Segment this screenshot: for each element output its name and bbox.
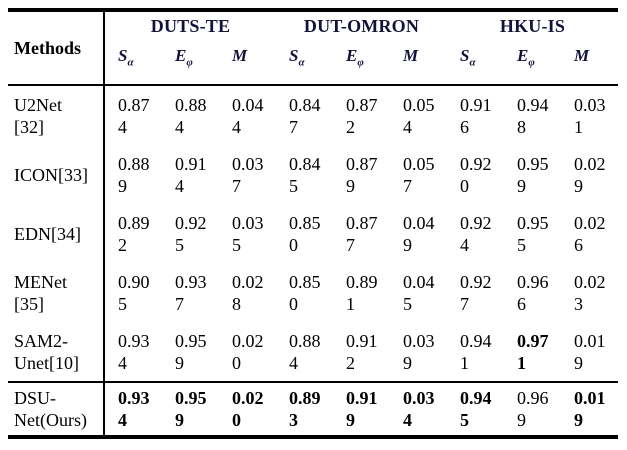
row-values: 0.90 5 0.93 7 0.02 8 0.85 0 0.89 1 0.04 5 0.92 7 0.96 6… [105, 263, 618, 322]
metric-value-cell: 0.92 5 [175, 212, 207, 255]
method-name: DSU- Net(Ours) [8, 383, 105, 435]
metric-symbol-header: M [403, 46, 419, 65]
metric-value-cell: 0.84 7 [289, 94, 321, 137]
metric-value-cell: 0.95 5 [517, 212, 549, 255]
metric-value-cell: 0.02 3 [574, 271, 606, 314]
metric-value-cell: 0.96 6 [517, 271, 549, 314]
table-row: MENet [35] 0.90 5 0.93 7 0.02 8 0.85 0 0.89 1 0.04 5 0… [8, 263, 618, 322]
metric-value-cell: 0.95 9 [175, 330, 207, 373]
table-row: SAM2- Unet[10] 0.93 4 0.95 9 0.02 0 0.88 4 0.91 2 0.… [8, 322, 618, 381]
metric-value-cell: 0.96 9 [517, 388, 549, 430]
metric-value-cell: 0.89 3 [289, 388, 321, 430]
dataset-header-area: DUTS-TE DUT-OMRON HKU-IS Sα Eφ M Sα Eφ M Sα Eφ M [105, 12, 618, 84]
results-table: Methods DUTS-TE DUT-OMRON HKU-IS Sα Eφ M Sα Eφ… [8, 8, 618, 439]
table-header: Methods DUTS-TE DUT-OMRON HKU-IS Sα Eφ M Sα Eφ… [8, 12, 618, 86]
metric-value-cell: 0.03 4 [403, 388, 435, 430]
metric-value-cell: 0.04 5 [403, 271, 435, 314]
metric-value-cell: 0.91 6 [460, 94, 492, 137]
metric-value-cell: 0.01 9 [574, 388, 606, 430]
metric-symbol-header: Eφ [517, 46, 535, 69]
row-values: 0.93 4 0.95 9 0.02 0 0.88 4 0.91 2 0.03 9 0.94 1 0.97 1… [105, 322, 618, 381]
metric-value-cell: 0.90 5 [118, 271, 150, 314]
metric-value-cell: 0.87 2 [346, 94, 378, 137]
metric-symbol-header: Sα [460, 46, 476, 69]
metric-value-cell: 0.93 7 [175, 271, 207, 314]
metric-value-cell: 0.91 4 [175, 153, 207, 196]
table-row: U2Net [32] 0.87 4 0.88 4 0.04 4 0.84 7 0.87 2 0.05 4 0… [8, 86, 618, 145]
metric-value-cell: 0.05 7 [403, 153, 435, 196]
metric-value-cell: 0.92 0 [460, 153, 492, 196]
metric-value-cell: 0.92 7 [460, 271, 492, 314]
metric-value-cell: 0.04 9 [403, 212, 435, 255]
method-name: U2Net [32] [8, 86, 105, 145]
table-row: DSU- Net(Ours) 0.93 4 0.95 9 0.02 0 0.89 3 0.91 9 0.… [8, 381, 618, 435]
metric-value-cell: 0.87 4 [118, 94, 150, 137]
metric-value-cell: 0.93 4 [118, 330, 150, 373]
metric-value-cell: 0.94 1 [460, 330, 492, 373]
metric-value-cell: 0.02 8 [232, 271, 264, 314]
row-values: 0.89 2 0.92 5 0.03 5 0.85 0 0.87 7 0.04 9 0.92 4 0.95 5… [105, 204, 618, 263]
metric-value-cell: 0.95 9 [517, 153, 549, 196]
method-name: MENet [35] [8, 263, 105, 322]
dataset-groups: DUTS-TE DUT-OMRON HKU-IS [105, 12, 618, 40]
metric-value-cell: 0.02 9 [574, 153, 606, 196]
metric-symbol-header: M [232, 46, 248, 65]
metric-value-cell: 0.01 9 [574, 330, 606, 373]
method-name: ICON[33] [8, 145, 105, 204]
dataset-group-header: DUTS-TE [150, 15, 231, 36]
metric-value-cell: 0.03 9 [403, 330, 435, 373]
metric-value-cell: 0.05 4 [403, 94, 435, 137]
row-values: 0.87 4 0.88 4 0.04 4 0.84 7 0.87 2 0.05 4 0.91 6 0.94 8… [105, 86, 618, 145]
metric-value-cell: 0.94 8 [517, 94, 549, 137]
metric-value-cell: 0.85 0 [289, 212, 321, 255]
metric-symbol-header: M [574, 46, 590, 65]
metric-value-cell: 0.89 1 [346, 271, 378, 314]
metric-value-cell: 0.91 2 [346, 330, 378, 373]
metric-value-cell: 0.85 0 [289, 271, 321, 314]
metric-value-cell: 0.84 5 [289, 153, 321, 196]
dataset-group-header: HKU-IS [499, 15, 566, 36]
metric-symbol-header: Eφ [175, 46, 193, 69]
metric-value-cell: 0.02 6 [574, 212, 606, 255]
metric-value-cell: 0.02 0 [232, 330, 264, 373]
row-values: 0.88 9 0.91 4 0.03 7 0.84 5 0.87 9 0.05 7 0.92 0 0.95 9… [105, 145, 618, 204]
metric-value-cell: 0.94 5 [460, 388, 492, 430]
metric-symbol-header: Eφ [346, 46, 364, 69]
metric-symbol-header: Sα [289, 46, 305, 69]
metric-value-cell: 0.02 0 [232, 388, 264, 430]
metric-value-cell: 0.88 9 [118, 153, 150, 196]
metric-value-cell: 0.93 4 [118, 388, 150, 430]
metric-value-cell: 0.87 9 [346, 153, 378, 196]
method-name: SAM2- Unet[10] [8, 322, 105, 381]
table-row: ICON[33] 0.88 9 0.91 4 0.03 7 0.84 5 0.87 9 0.05 7 0.… [8, 145, 618, 204]
metric-value-cell: 0.97 1 [517, 330, 549, 373]
metric-value-cell: 0.03 7 [232, 153, 264, 196]
metric-value-cell: 0.88 4 [289, 330, 321, 373]
table-body: U2Net [32] 0.87 4 0.88 4 0.04 4 0.84 7 0.87 2 0.05 4 0… [8, 86, 618, 435]
metric-value-cell: 0.88 4 [175, 94, 207, 137]
metric-value-cell: 0.03 5 [232, 212, 264, 255]
metric-value-cell: 0.89 2 [118, 212, 150, 255]
metric-header-row: Sα Eφ M Sα Eφ M Sα Eφ M [105, 40, 618, 84]
metric-value-cell: 0.91 9 [346, 388, 378, 430]
row-values: 0.93 4 0.95 9 0.02 0 0.89 3 0.91 9 0.03 4 0.94 5 0.96 9… [105, 383, 618, 435]
metric-value-cell: 0.04 4 [232, 94, 264, 137]
method-name: EDN[34] [8, 204, 105, 263]
metric-value-cell: 0.87 7 [346, 212, 378, 255]
metric-value-cell: 0.03 1 [574, 94, 606, 137]
metric-value-cell: 0.95 9 [175, 388, 207, 430]
dataset-group-header: DUT-OMRON [303, 15, 420, 36]
metric-symbol-header: Sα [118, 46, 134, 69]
metric-value-cell: 0.92 4 [460, 212, 492, 255]
table-row: EDN[34] 0.89 2 0.92 5 0.03 5 0.85 0 0.87 7 0.04 9 0.9… [8, 204, 618, 263]
methods-column-header: Methods [8, 12, 105, 84]
